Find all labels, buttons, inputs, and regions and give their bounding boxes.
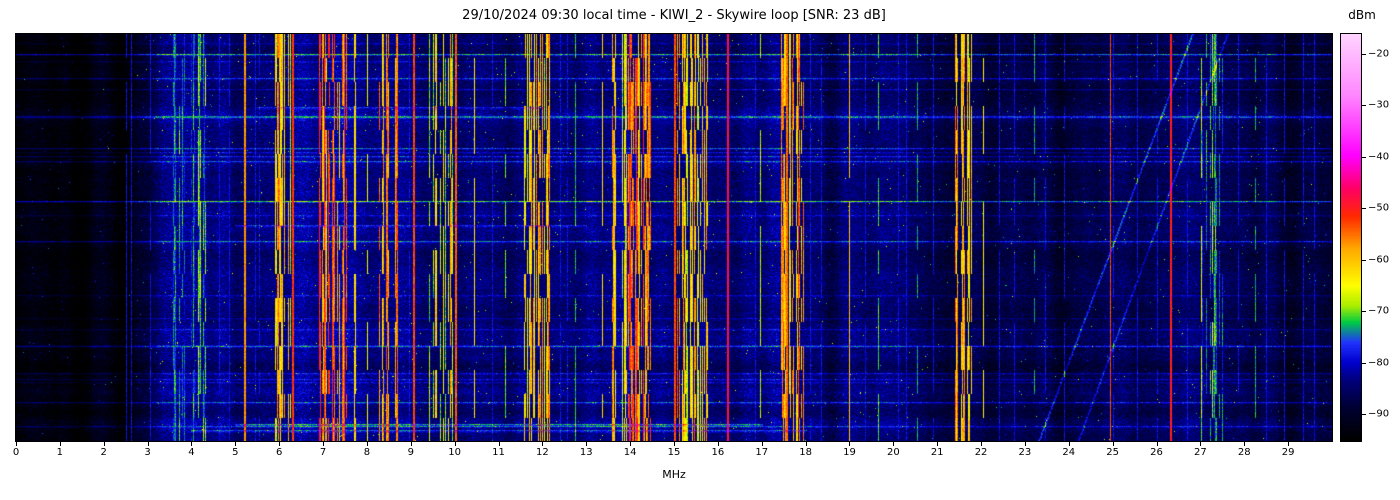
x-tick-label: 10	[448, 447, 462, 458]
colorbar-tick-mark	[1362, 156, 1366, 158]
x-tick-mark	[1200, 442, 1202, 446]
colorbar-unit-label: dBm	[1348, 8, 1376, 22]
x-tick-label: 22	[974, 447, 988, 458]
x-tick-label: 16	[711, 447, 725, 458]
x-tick-label: 27	[1194, 447, 1207, 458]
x-tick-mark	[366, 442, 368, 446]
x-tick-label: 26	[1150, 447, 1163, 458]
colorbar-tick-label: −20	[1368, 48, 1390, 60]
colorbar-tick-label: −40	[1368, 151, 1390, 163]
x-tick-label: 5	[232, 447, 239, 458]
x-tick-mark	[717, 442, 719, 446]
colorbar-tick-label: −30	[1368, 99, 1390, 111]
x-tick-mark	[191, 442, 193, 446]
x-tick-label: 7	[319, 447, 327, 458]
x-tick-mark	[1156, 442, 1158, 446]
x-tick-mark	[323, 442, 325, 446]
x-tick-mark	[805, 442, 807, 446]
x-tick-mark	[59, 442, 61, 446]
x-tick-mark	[410, 442, 412, 446]
x-tick-label: 13	[579, 447, 593, 458]
x-tick-mark	[542, 442, 544, 446]
x-tick-label: 18	[799, 447, 812, 458]
x-tick-mark	[1024, 442, 1026, 446]
x-tick-label: 4	[188, 447, 195, 458]
x-tick-label: 19	[843, 447, 856, 458]
colorbar	[1340, 33, 1362, 442]
x-tick-label: 15	[667, 447, 681, 458]
x-tick-label: 8	[363, 447, 371, 458]
x-tick-label: 1	[56, 447, 64, 458]
spectrogram-canvas	[16, 34, 1332, 441]
x-tick-label: 9	[407, 447, 414, 458]
x-tick-mark	[1288, 442, 1290, 446]
x-tick-label: 17	[755, 447, 769, 458]
x-tick-mark	[586, 442, 588, 446]
x-tick-mark	[235, 442, 237, 446]
colorbar-tick-label: −80	[1368, 357, 1390, 369]
x-tick-label: 23	[1018, 447, 1032, 458]
colorbar-tick-mark	[1362, 105, 1366, 107]
x-tick-mark	[1068, 442, 1070, 446]
x-tick-label: 0	[12, 447, 20, 458]
x-tick-mark	[147, 442, 149, 446]
x-tick-label: 2	[100, 447, 107, 458]
x-tick-label: 29	[1281, 447, 1295, 458]
x-tick-mark	[498, 442, 500, 446]
colorbar-tick-label: −90	[1368, 408, 1390, 420]
colorbar-tick-mark	[1362, 259, 1366, 261]
x-tick-label: 6	[276, 447, 283, 458]
x-tick-mark	[849, 442, 851, 446]
x-tick-mark	[1112, 442, 1114, 446]
x-tick-label: 12	[536, 447, 549, 458]
x-tick-label: 25	[1106, 447, 1120, 458]
colorbar-tick-mark	[1362, 311, 1366, 313]
x-tick-label: 11	[492, 447, 505, 458]
x-tick-label: 28	[1237, 447, 1251, 458]
x-tick-mark	[937, 442, 939, 446]
x-axis-label: MHz	[662, 468, 686, 481]
colorbar-tick-mark	[1362, 53, 1366, 55]
chart-title: 29/10/2024 09:30 local time - KIWI_2 - S…	[462, 8, 886, 23]
spectrogram-plot	[15, 33, 1333, 442]
x-tick-mark	[279, 442, 281, 446]
colorbar-tick-mark	[1362, 362, 1366, 364]
x-tick-mark	[16, 442, 17, 446]
x-tick-mark	[674, 442, 675, 446]
x-tick-mark	[761, 442, 763, 446]
x-tick-label: 21	[930, 447, 944, 458]
x-tick-mark	[103, 442, 105, 446]
colorbar-canvas	[1341, 34, 1361, 441]
x-tick-mark	[454, 442, 456, 446]
colorbar-tick-label: −70	[1368, 305, 1390, 317]
colorbar-tick-mark	[1362, 208, 1366, 210]
x-tick-label: 3	[144, 447, 151, 458]
x-tick-mark	[1244, 442, 1246, 446]
colorbar-tick-label: −60	[1368, 254, 1390, 266]
x-tick-label: 20	[886, 447, 900, 458]
x-tick-label: 14	[623, 447, 637, 458]
x-tick-mark	[630, 442, 632, 446]
x-tick-mark	[893, 442, 895, 446]
x-tick-mark	[981, 442, 983, 446]
x-tick-label: 24	[1062, 447, 1076, 458]
colorbar-tick-label: −50	[1368, 202, 1390, 214]
colorbar-tick-mark	[1362, 414, 1366, 416]
